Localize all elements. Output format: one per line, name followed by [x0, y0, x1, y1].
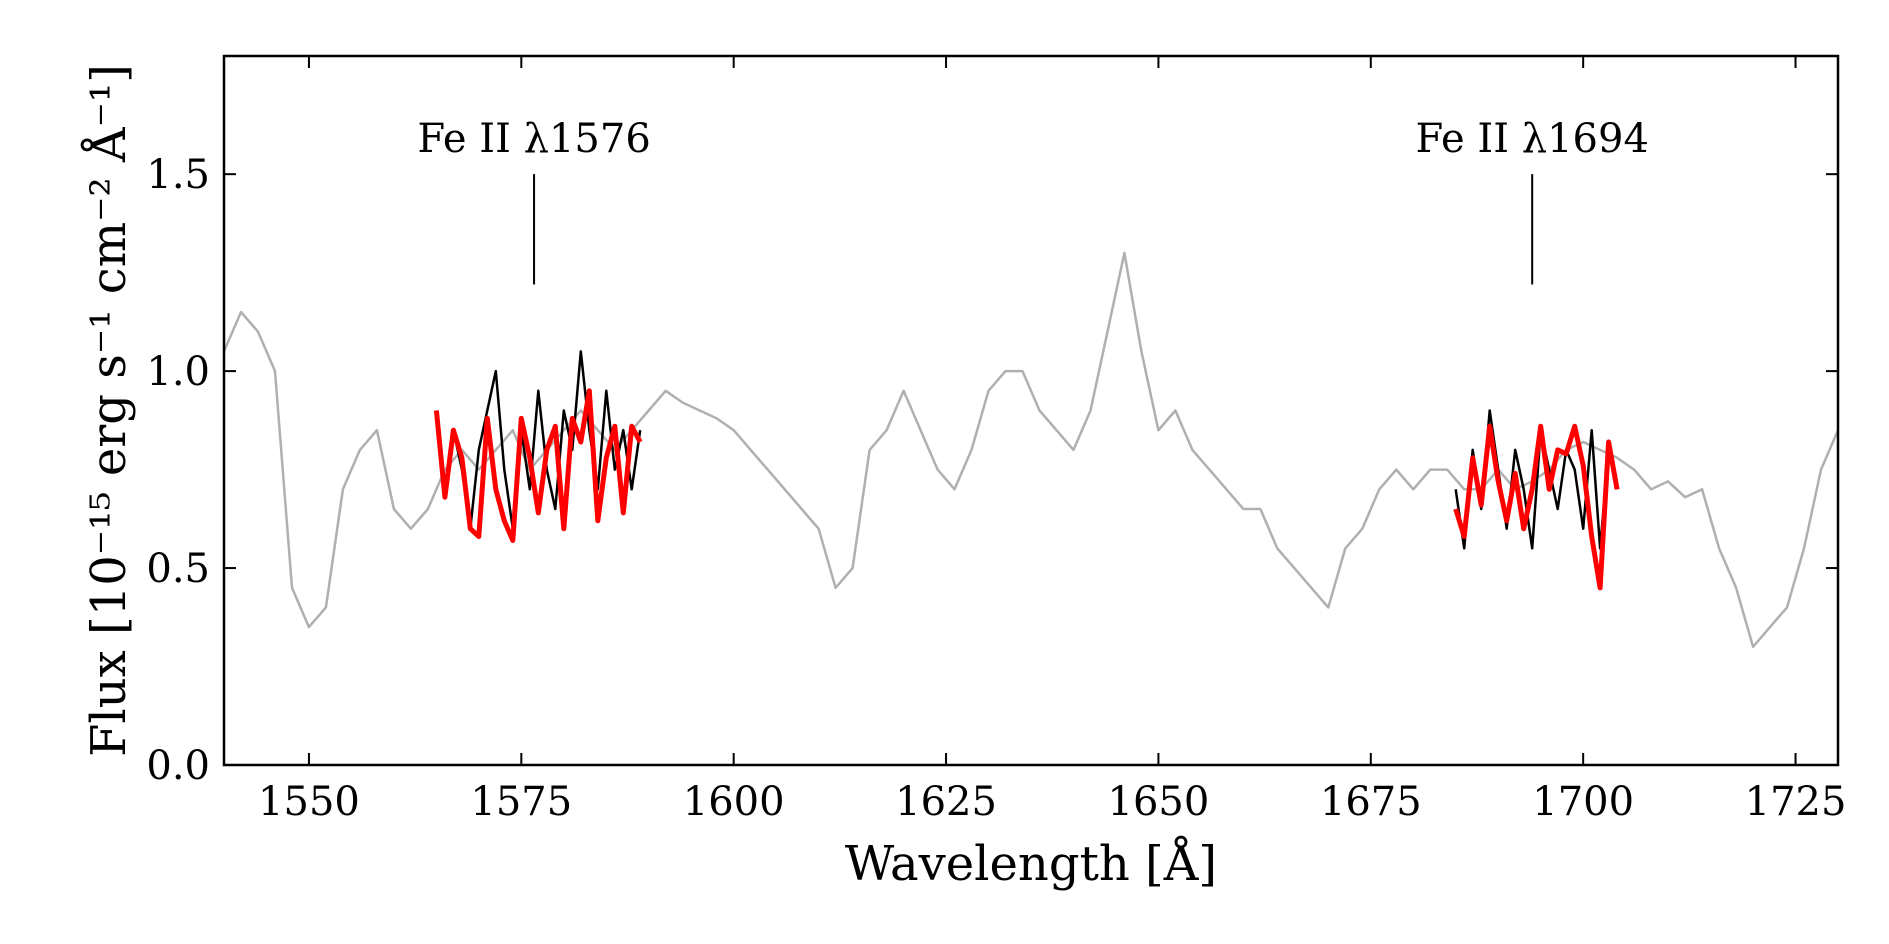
x-tick-label: 1625 [895, 779, 997, 825]
y-tick-label: 1.0 [146, 349, 210, 395]
annotation-label: Fe II λ1694 [1415, 116, 1648, 162]
y-tick-label: 0.5 [146, 546, 210, 592]
x-tick-label: 1700 [1532, 779, 1634, 825]
x-tick-label: 1675 [1320, 779, 1422, 825]
y-axis-label: Flux [10⁻¹⁵ erg s⁻¹ cm⁻² Å⁻¹] [80, 64, 137, 757]
y-tick-label: 0.0 [146, 743, 210, 789]
annotation-label: Fe II λ1576 [417, 116, 650, 162]
series-layer [222, 251, 1840, 649]
x-tick-label: 1575 [470, 779, 572, 825]
annotations-layer: Fe II λ1576 Fe II λ1694 [417, 116, 1649, 285]
x-axis-label: Wavelength [Å] [845, 835, 1217, 892]
plot-area: 1550 1575 1600 1625 1650 1675 1700 1725 0.0 0.5 1.… [146, 54, 1846, 825]
series-line-model-3 [433, 388, 643, 543]
x-tick-label: 1550 [258, 779, 360, 825]
x-tick-label: 1725 [1745, 779, 1847, 825]
series-line-model-4 [1453, 423, 1620, 591]
series-line-spectrum-0 [222, 251, 1840, 649]
plot-frame [222, 54, 1840, 767]
ticks-layer: 1550 1575 1600 1625 1650 1675 1700 1725 0.0 0.5 1.… [146, 56, 1846, 825]
x-tick-label: 1650 [1108, 779, 1210, 825]
x-tick-label: 1600 [683, 779, 785, 825]
y-tick-label: 1.5 [146, 152, 210, 198]
